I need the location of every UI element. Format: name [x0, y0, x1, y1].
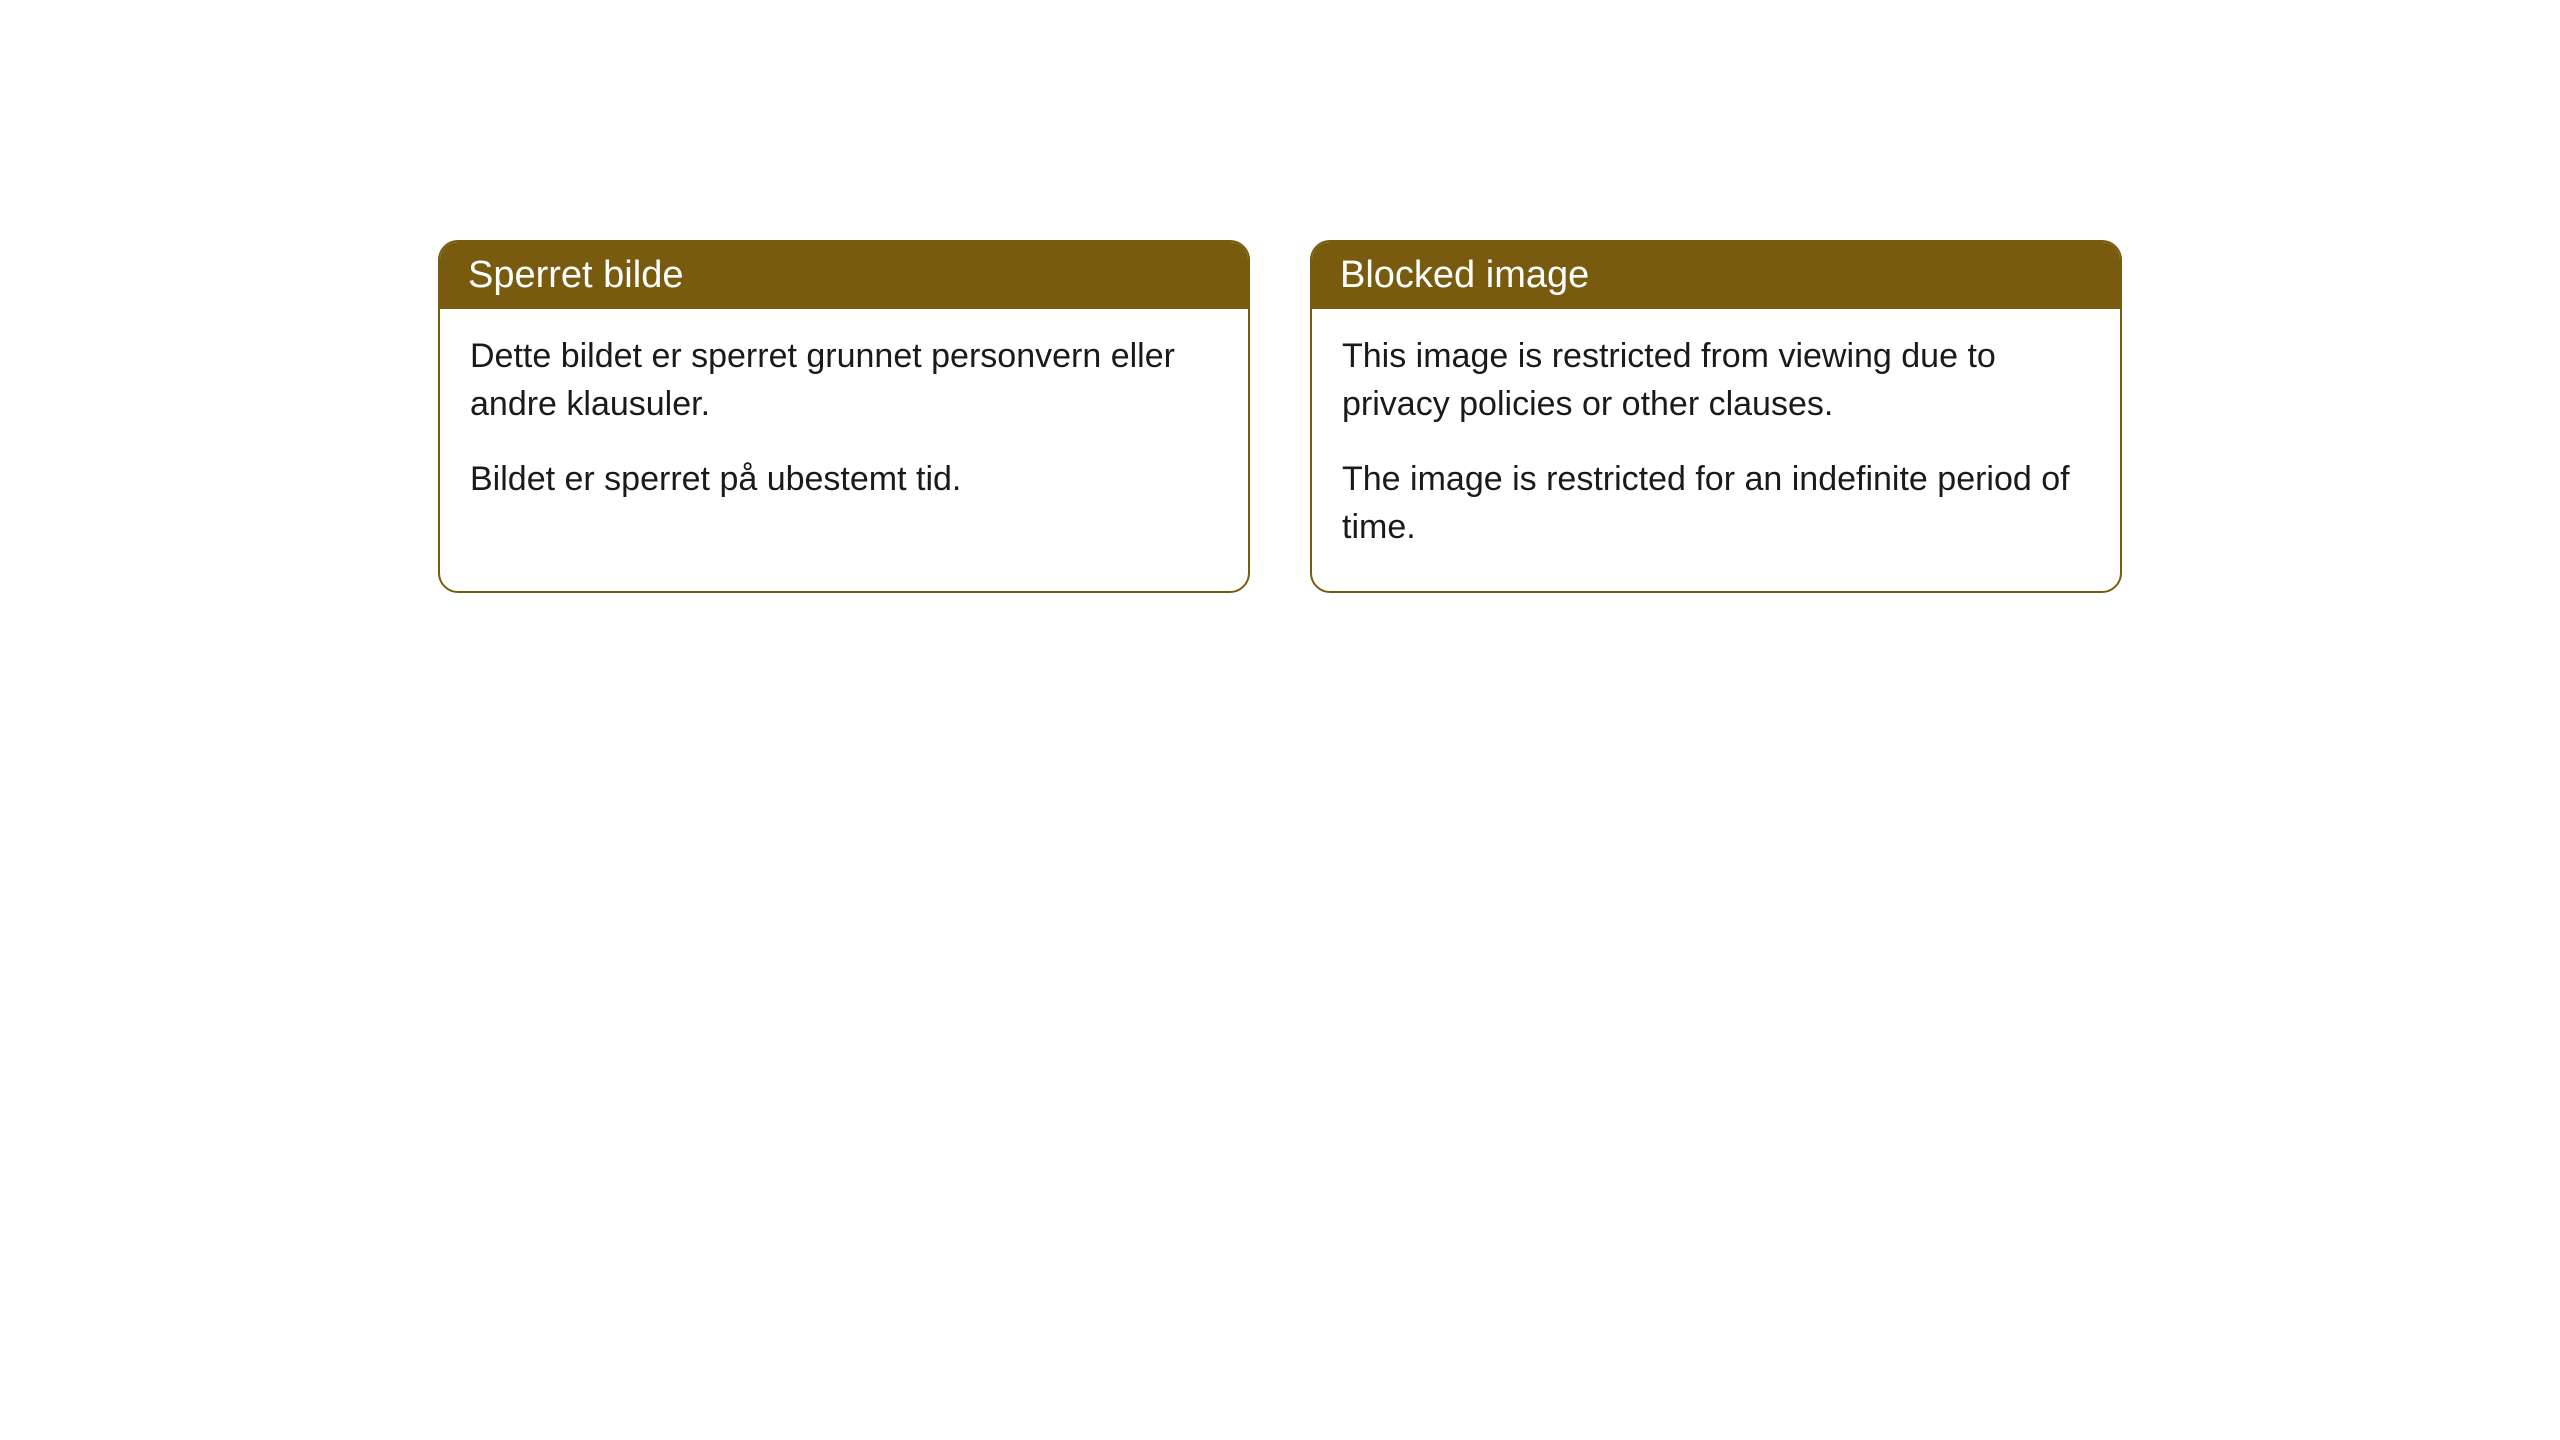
- card-paragraph: The image is restricted for an indefinit…: [1342, 456, 2090, 551]
- card-container: Sperret bilde Dette bildet er sperret gr…: [0, 240, 2560, 593]
- card-header: Sperret bilde: [440, 242, 1248, 309]
- card-title: Blocked image: [1340, 254, 1589, 296]
- card-header: Blocked image: [1312, 242, 2120, 309]
- card-body: Dette bildet er sperret grunnet personve…: [440, 309, 1248, 544]
- card-body: This image is restricted from viewing du…: [1312, 309, 2120, 591]
- card-title: Sperret bilde: [468, 254, 683, 296]
- card-paragraph: This image is restricted from viewing du…: [1342, 333, 2090, 428]
- blocked-image-card-english: Blocked image This image is restricted f…: [1310, 240, 2122, 593]
- card-paragraph: Dette bildet er sperret grunnet personve…: [470, 333, 1218, 428]
- blocked-image-card-norwegian: Sperret bilde Dette bildet er sperret gr…: [438, 240, 1250, 593]
- card-paragraph: Bildet er sperret på ubestemt tid.: [470, 456, 1218, 504]
